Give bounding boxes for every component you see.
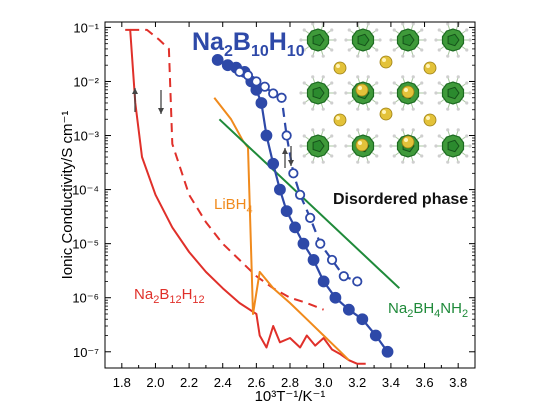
series-label-na2bh4nh2: Na2BH4NH2	[388, 300, 468, 320]
sodium-atom	[379, 55, 393, 69]
sodium-atom	[423, 113, 437, 127]
data-point	[305, 212, 316, 223]
y-axis: 10⁻¹ 10⁻² 10⁻³ 10⁻⁴ 10⁻⁵ 10⁻⁶ 10⁻⁷	[72, 20, 475, 360]
boron-cluster	[389, 22, 427, 58]
arrow-down-head	[158, 108, 164, 114]
x-tick-label: 2.6	[247, 375, 265, 390]
data-point	[288, 168, 299, 179]
data-point	[255, 97, 268, 109]
series-line-0	[125, 28, 366, 365]
sodium-atom	[423, 61, 437, 75]
x-tick-label: 3.4	[382, 375, 400, 390]
arrow-up-head	[132, 88, 138, 94]
data-point	[274, 183, 286, 196]
data-point	[289, 221, 301, 234]
data-point	[297, 237, 310, 250]
data-point	[276, 92, 287, 103]
data-point	[281, 130, 292, 141]
y-tick-label: 10⁻³	[73, 129, 99, 144]
series-layer	[125, 28, 400, 365]
title-sub: 10	[287, 43, 305, 60]
data-point	[307, 254, 320, 266]
boron-cluster	[344, 22, 382, 58]
crystal-structure-inset	[299, 22, 472, 164]
x-tick-label: 2.4	[214, 375, 232, 390]
title-part: H	[269, 28, 287, 56]
title-sub: 2	[224, 43, 233, 60]
data-point	[356, 313, 369, 326]
sodium-atom	[401, 135, 415, 149]
data-point	[259, 81, 270, 92]
x-tick-label: 3.0	[315, 375, 333, 390]
data-point	[315, 238, 326, 249]
direction-arrows	[132, 88, 294, 168]
sodium-atom	[355, 83, 369, 97]
title-part: Na	[192, 28, 225, 56]
data-point	[381, 345, 394, 358]
series-label-na2b12h12: Na2B12H12	[134, 286, 205, 306]
x-tick-label: 3.2	[348, 375, 366, 390]
boron-cluster	[434, 22, 472, 58]
series-line-3	[218, 118, 400, 289]
data-point	[267, 157, 280, 170]
title-part: B	[233, 28, 251, 56]
data-point	[342, 303, 355, 316]
title-sub: 10	[251, 43, 269, 60]
data-point	[260, 129, 273, 142]
chart-title: Na2B10H10	[192, 28, 305, 60]
data-point	[251, 76, 262, 87]
y-tick-label: 10⁻⁵	[72, 237, 99, 252]
boron-cluster	[434, 128, 472, 164]
data-point	[352, 276, 363, 287]
y-tick-label: 10⁻²	[73, 74, 99, 89]
arrow-down-b10-head	[288, 160, 294, 166]
x-tick-label: 2.0	[146, 375, 164, 390]
data-point	[329, 291, 342, 304]
x-tick-label: 1.8	[113, 375, 131, 390]
data-point	[294, 189, 306, 200]
x-axis: 1.8 2.0 2.2 2.4 2.6 2.8 3.0 3.2 3.4 3.6 3.8	[113, 22, 467, 390]
series-label-libh4: LiBH4	[214, 196, 253, 216]
data-point	[326, 254, 338, 266]
boron-cluster	[299, 128, 337, 164]
data-point	[338, 271, 349, 282]
y-tick-label: 10⁻⁴	[72, 183, 99, 198]
sodium-atom	[355, 138, 369, 152]
y-tick-label: 10⁻⁷	[73, 345, 99, 360]
boron-cluster	[299, 75, 337, 111]
data-point	[317, 275, 330, 288]
y-tick-label: 10⁻⁶	[72, 291, 99, 306]
data-point	[211, 54, 224, 66]
series-line-1	[130, 28, 324, 311]
boron-cluster	[299, 22, 337, 58]
series-line-2	[213, 97, 350, 361]
y-axis-label: Ionic Conductivity/S cm⁻¹	[59, 111, 76, 280]
sodium-atom	[333, 113, 347, 127]
x-tick-label: 3.8	[449, 375, 467, 390]
sodium-atom	[379, 107, 393, 121]
data-point	[234, 66, 245, 78]
y-tick-label: 10⁻¹	[73, 20, 99, 35]
data-point	[242, 70, 254, 81]
sodium-atom	[401, 85, 415, 99]
inset-caption: Disordered phase	[333, 191, 468, 208]
data-point	[280, 205, 293, 218]
data-point	[268, 88, 279, 99]
x-tick-label: 2.2	[180, 375, 198, 390]
sodium-atom	[333, 61, 347, 75]
x-tick-label: 3.6	[416, 375, 434, 390]
data-point	[369, 329, 382, 342]
x-tick-label: 2.8	[281, 375, 299, 390]
x-axis-label: 10³T⁻¹/K⁻¹	[255, 388, 326, 405]
arrow-up-b10-head	[282, 148, 288, 154]
boron-cluster	[434, 75, 472, 111]
